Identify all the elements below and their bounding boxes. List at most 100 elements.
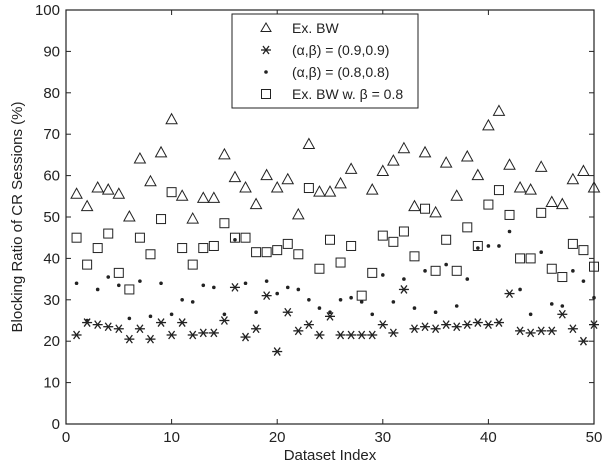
triangle-point — [344, 162, 358, 174]
square-point — [451, 265, 462, 276]
square-point — [166, 187, 177, 198]
asterisk-point — [367, 330, 378, 340]
dot-point — [338, 298, 343, 302]
triangle-point — [133, 152, 147, 164]
square-point — [293, 249, 304, 260]
triangle-point — [249, 197, 263, 210]
dot-point — [180, 298, 184, 302]
asterisk-point — [398, 285, 409, 294]
square-point — [525, 253, 536, 264]
asterisk-point — [219, 316, 230, 325]
square-point — [515, 253, 526, 264]
square-point — [208, 240, 219, 251]
triangle-point — [513, 180, 527, 193]
square-point — [441, 234, 452, 245]
triangle-point — [175, 189, 189, 201]
triangle-point — [260, 168, 273, 181]
y-tick-label: 10 — [43, 375, 60, 392]
asterisk-point — [145, 334, 156, 344]
asterisk-point — [441, 320, 452, 330]
asterisk-point — [493, 318, 504, 327]
square-point — [92, 243, 103, 254]
x-tick-label: 50 — [586, 429, 603, 446]
triangle-point — [323, 185, 337, 197]
dot-point — [74, 281, 79, 286]
asterisk-point — [420, 322, 431, 332]
asterisk-point — [113, 324, 124, 334]
dot-point — [85, 318, 89, 323]
square-point — [462, 222, 473, 233]
triangle-point — [313, 185, 326, 197]
y-tick-label: 0 — [52, 416, 60, 433]
asterisk-point — [451, 322, 462, 332]
square-point — [335, 257, 346, 268]
asterisk-point — [567, 324, 578, 334]
square-point — [219, 218, 230, 229]
legend-item-alpha-beta-09: (α,β) = (0.9,0.9) — [261, 42, 389, 58]
y-tick-label: 80 — [43, 85, 60, 102]
dot-point — [402, 277, 406, 281]
dot-point — [254, 310, 258, 315]
asterisk-point — [208, 328, 219, 338]
triangle-point — [387, 154, 400, 166]
dot-point — [539, 250, 543, 254]
triangle-point — [439, 156, 453, 168]
square-point — [546, 263, 557, 274]
triangle-point — [376, 164, 390, 176]
square-point — [367, 267, 378, 278]
y-tick-label: 70 — [43, 126, 60, 143]
asterisk-point — [356, 330, 367, 340]
asterisk-point — [187, 330, 198, 340]
asterisk-point — [293, 326, 304, 336]
triangle-point — [334, 176, 347, 189]
dot-point — [444, 262, 448, 267]
triangle-point — [196, 191, 210, 203]
triangle-point — [70, 187, 83, 199]
dot-point — [528, 312, 533, 317]
asterisk-point — [314, 330, 325, 340]
asterisk-point — [430, 324, 441, 334]
square-point — [124, 284, 135, 295]
triangle-point — [492, 104, 506, 116]
series-triangle — [70, 104, 601, 224]
y-tick-label: 100 — [35, 2, 60, 19]
triangle-point — [418, 145, 432, 158]
asterisk-point — [166, 330, 177, 340]
dot-point — [317, 306, 322, 310]
y-tick-label: 90 — [43, 43, 60, 60]
asterisk-point — [303, 320, 314, 330]
triangle-point — [365, 183, 379, 195]
triangle-point — [524, 183, 537, 195]
asterisk-point — [272, 347, 283, 356]
asterisk-point — [71, 330, 82, 340]
square-point — [113, 267, 124, 278]
square-point — [557, 272, 568, 283]
square-point — [536, 207, 547, 218]
dot-point — [359, 300, 364, 304]
square-point — [134, 232, 145, 243]
triangle-point — [239, 180, 252, 193]
square-point — [578, 245, 589, 256]
square-point — [314, 263, 325, 274]
square-point — [356, 290, 367, 301]
square-point — [251, 247, 262, 258]
dot-point — [222, 312, 227, 317]
triangle-point — [270, 180, 284, 193]
dot-point — [486, 244, 491, 248]
y-tick-label: 40 — [43, 250, 60, 267]
square-point — [483, 199, 494, 210]
legend-dot-marker — [264, 70, 268, 74]
dot-point — [549, 302, 554, 306]
square-point — [303, 183, 314, 194]
asterisk-point — [388, 328, 399, 338]
dot-point — [412, 306, 417, 310]
asterisk-point — [515, 326, 526, 336]
triangle-point — [218, 147, 231, 160]
asterisk-point — [103, 322, 114, 332]
dot-point — [454, 304, 459, 308]
dot-point — [391, 300, 396, 304]
dot-point — [423, 269, 427, 273]
triangle-point — [482, 118, 495, 131]
triangle-point — [281, 172, 295, 185]
dot-point — [243, 281, 248, 286]
